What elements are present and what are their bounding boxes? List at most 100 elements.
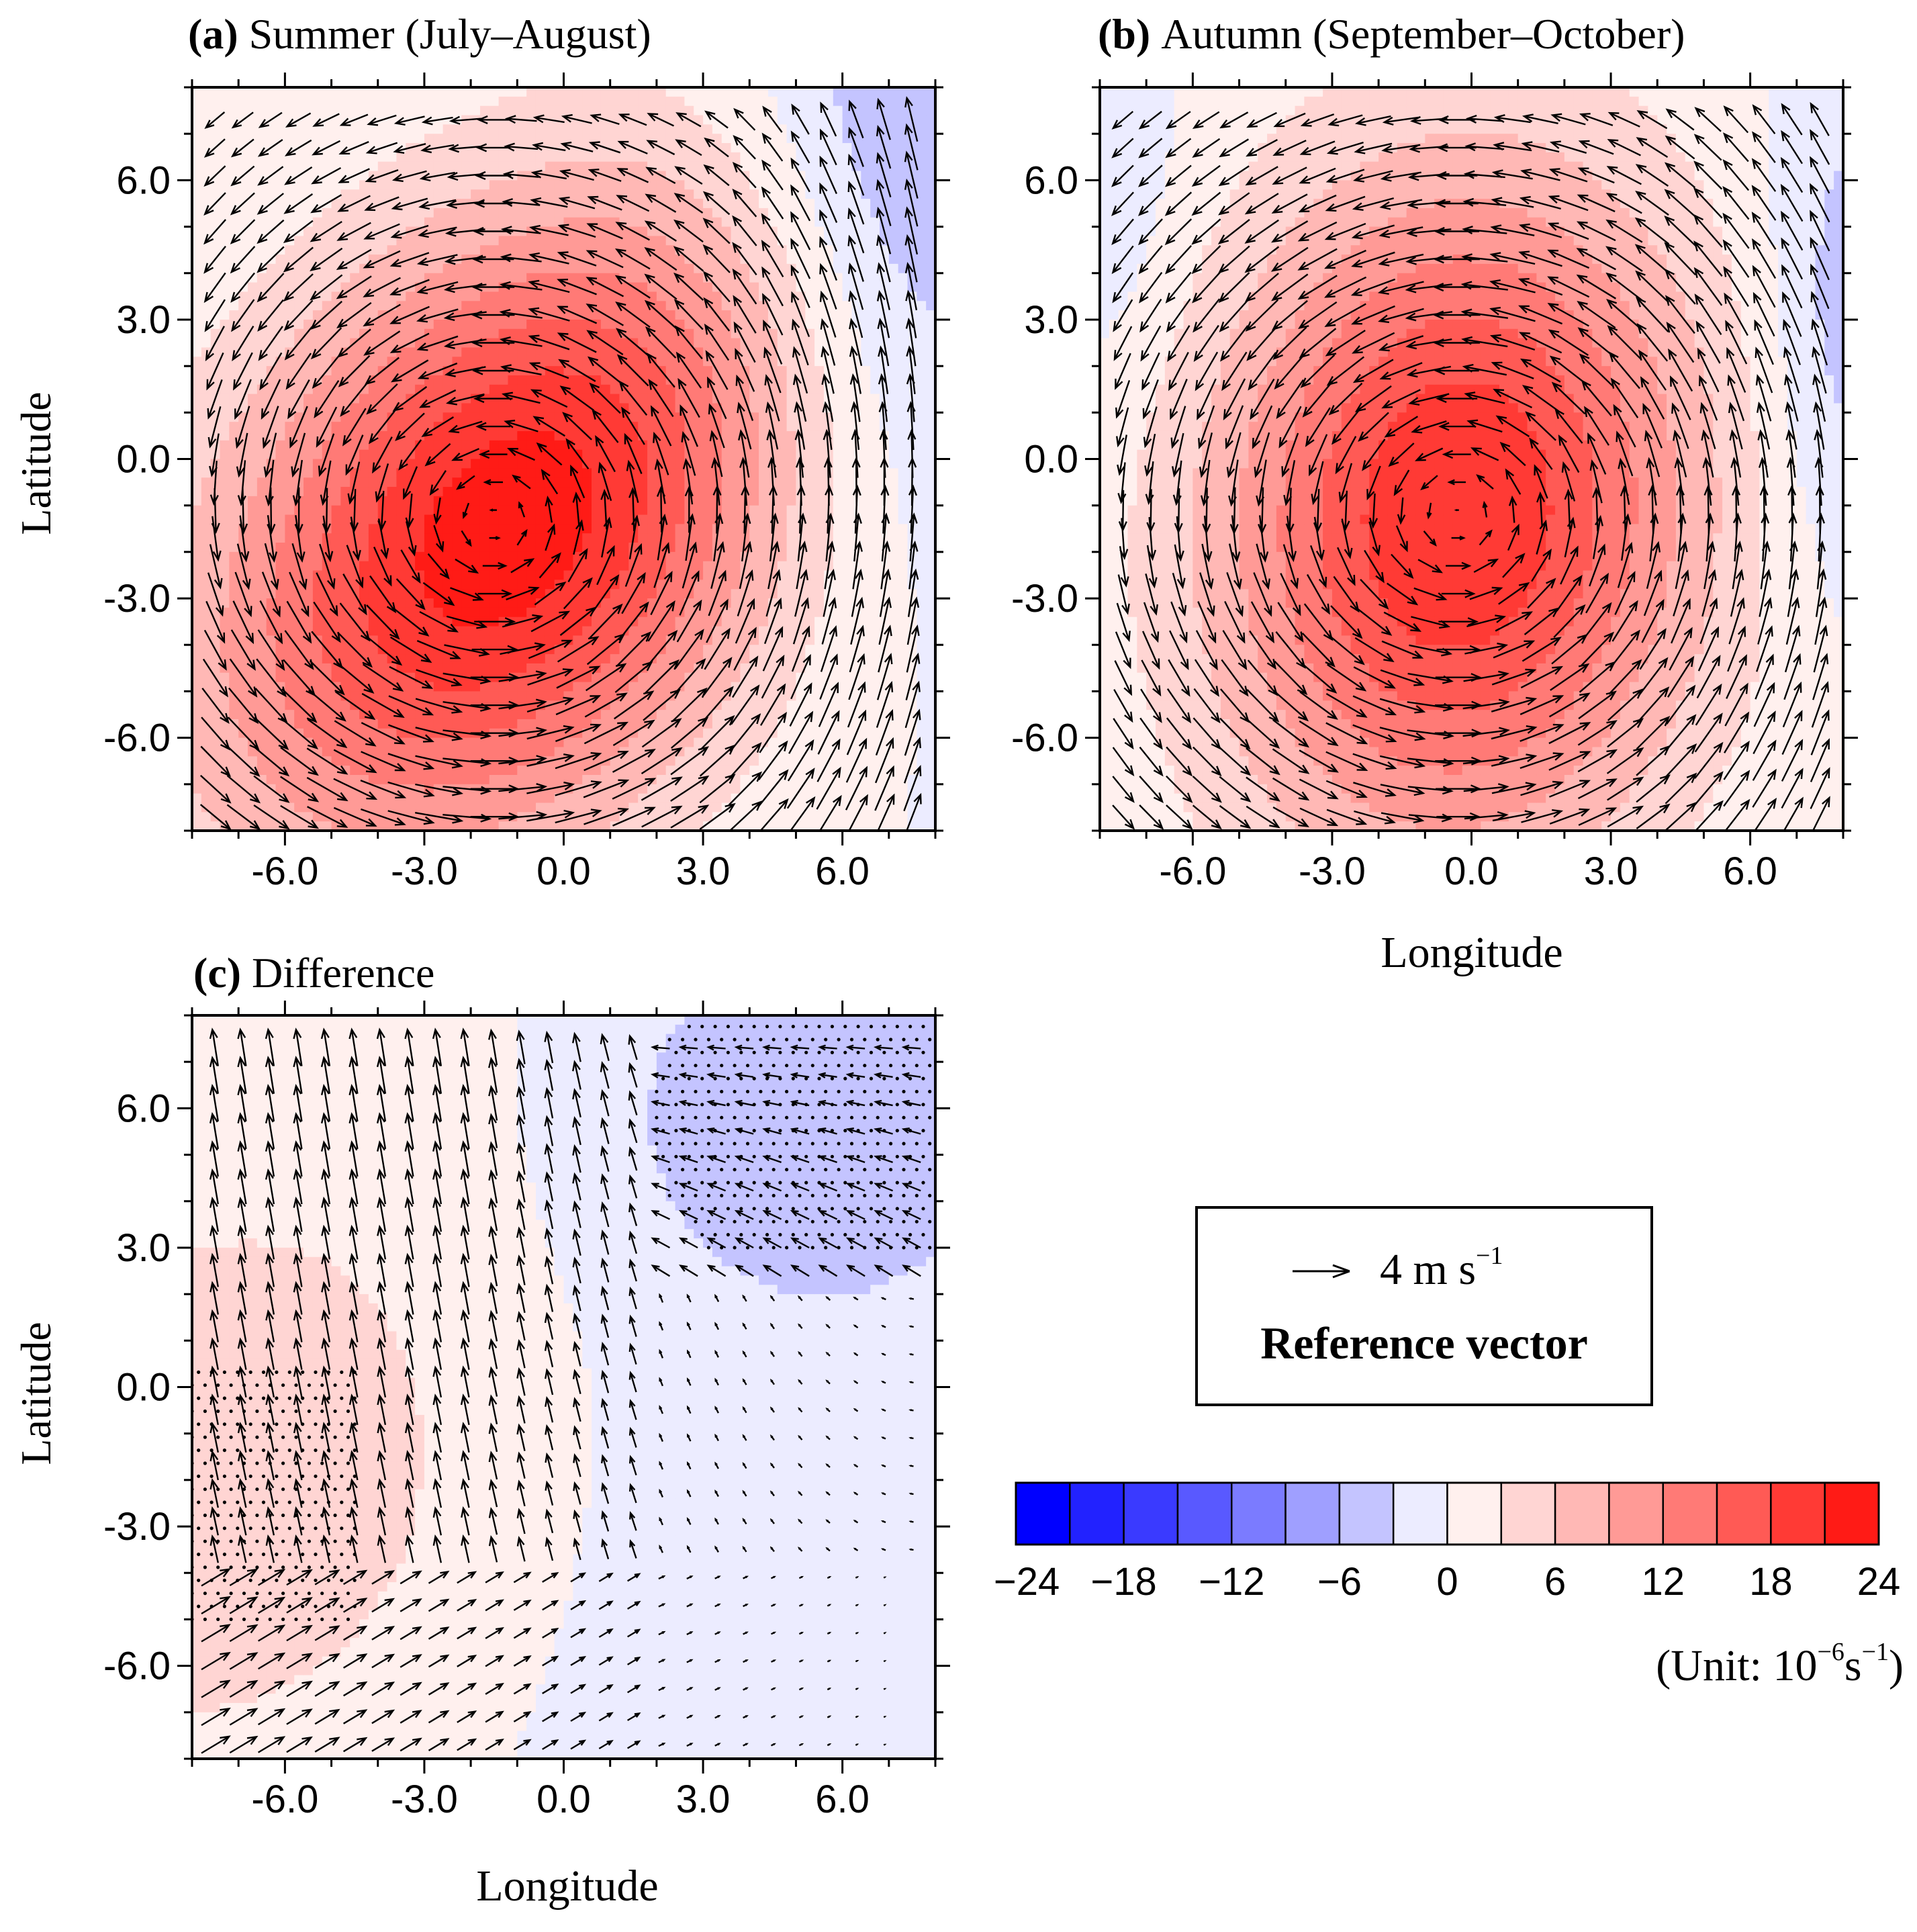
field-cell: [452, 403, 462, 413]
field-cell: [508, 477, 518, 488]
field-cell: [192, 357, 202, 367]
field-cell: [498, 626, 509, 637]
field-cell: [479, 533, 490, 543]
field-cell: [294, 105, 304, 116]
field-cell: [479, 710, 490, 720]
field-cell: [526, 802, 536, 813]
field-cell: [331, 719, 341, 729]
field-cell: [545, 87, 555, 97]
field-cell: [201, 607, 212, 618]
field-cell: [433, 189, 444, 199]
field-cell: [489, 105, 500, 116]
field-cell: [638, 514, 648, 524]
field-cell: [535, 236, 546, 246]
field-cell: [489, 291, 500, 302]
field-cell: [238, 236, 248, 246]
field-cell: [703, 87, 713, 97]
field-cell: [461, 580, 471, 590]
field-cell: [275, 208, 285, 218]
field-cell: [285, 245, 295, 255]
field-cell: [498, 217, 509, 228]
field-cell: [312, 812, 323, 822]
field-cell: [340, 700, 350, 710]
field-cell: [554, 524, 565, 534]
field-cell: [387, 96, 398, 107]
field-cell: [517, 319, 527, 330]
field-cell: [545, 291, 555, 302]
field-cell: [238, 802, 248, 813]
field-cell: [610, 449, 620, 460]
field-cell: [619, 533, 629, 543]
field-cell: [656, 161, 667, 172]
field-cell: [665, 338, 676, 349]
field-cell: [433, 263, 444, 274]
field-cell: [331, 543, 341, 553]
field-cell: [479, 440, 490, 451]
field-cell: [248, 747, 258, 757]
field-cell: [442, 180, 453, 190]
field-cell: [192, 626, 202, 637]
field-cell: [312, 784, 323, 794]
field-cell: [479, 570, 490, 580]
field-cell: [256, 226, 267, 236]
field-cell: [471, 375, 481, 385]
field-cell: [508, 459, 518, 469]
field-cell: [368, 217, 379, 228]
field-cell: [294, 152, 304, 163]
field-cell: [703, 756, 713, 766]
field-cell: [563, 403, 573, 413]
field-cell: [665, 505, 676, 516]
field-cell: [442, 616, 453, 627]
field-cell: [610, 477, 620, 488]
field-cell: [479, 384, 490, 395]
field-cell: [201, 310, 212, 320]
field-cell: [256, 217, 267, 228]
field-cell: [275, 134, 285, 144]
field-cell: [377, 152, 388, 163]
field-cell: [694, 328, 704, 339]
field-cell: [220, 255, 230, 265]
field-cell: [610, 180, 620, 190]
field-cell: [220, 774, 230, 785]
field-cell: [294, 793, 304, 804]
field-cell: [535, 375, 546, 385]
field-cell: [415, 589, 425, 599]
field-cell: [192, 728, 202, 739]
field-cell: [275, 366, 285, 376]
field-cell: [312, 328, 323, 339]
field-cell: [275, 161, 285, 172]
field-cell: [731, 459, 741, 469]
field-cell: [517, 598, 527, 608]
field-cell: [424, 152, 434, 163]
field-cell: [256, 589, 267, 599]
field-cell: [201, 654, 212, 664]
field-cell: [749, 105, 759, 116]
field-cell: [192, 96, 202, 107]
field-cell: [573, 152, 583, 163]
field-cell: [628, 273, 639, 283]
field-cell: [592, 543, 602, 553]
field-cell: [600, 105, 611, 116]
field-cell: [526, 152, 536, 163]
field-cell: [442, 189, 453, 199]
field-cell: [387, 217, 398, 228]
field-cell: [248, 672, 258, 683]
field-cell: [731, 477, 741, 488]
field-cell: [303, 440, 314, 451]
field-cell: [545, 357, 555, 367]
field-cell: [285, 700, 295, 710]
field-cell: [740, 180, 750, 190]
field-cell: [712, 719, 722, 729]
field-cell: [192, 459, 202, 469]
field-cell: [508, 719, 518, 729]
field-cell: [721, 505, 732, 516]
field-cell: [619, 291, 629, 302]
field-cell: [359, 793, 369, 804]
field-cell: [535, 105, 546, 116]
field-cell: [721, 310, 732, 320]
field-cell: [638, 496, 648, 506]
field-cell: [563, 766, 573, 776]
field-cell: [517, 152, 527, 163]
field-cell: [294, 301, 304, 311]
field-cell: [248, 440, 258, 451]
